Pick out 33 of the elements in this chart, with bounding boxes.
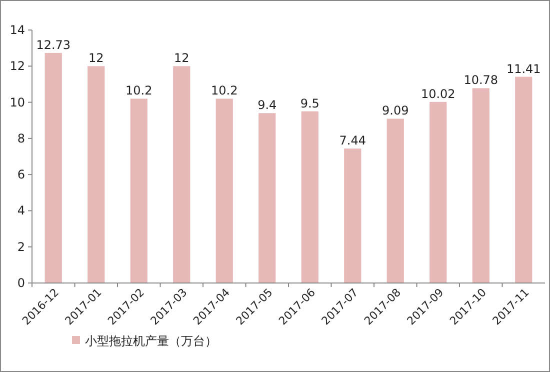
- bar: [88, 66, 105, 283]
- data-label: 11.41: [506, 62, 541, 76]
- bar: [430, 102, 447, 283]
- data-label: 10.2: [126, 84, 152, 98]
- bar: [472, 88, 490, 283]
- data-label: 9.09: [382, 104, 409, 118]
- data-label: 10.02: [420, 86, 456, 101]
- data-label: 10.2: [211, 84, 238, 98]
- data-label: 9.4: [258, 98, 277, 112]
- bar: [173, 66, 190, 283]
- y-tick-label: 14: [10, 23, 25, 37]
- data-label: 12: [88, 51, 104, 66]
- bar: [344, 148, 362, 283]
- data-label: 10.78: [464, 73, 498, 88]
- y-tick-label: 4: [17, 204, 25, 218]
- y-tick-label: 6: [17, 168, 25, 182]
- bar: [258, 113, 276, 283]
- data-label: 9.5: [300, 96, 320, 110]
- y-tick-label: 2: [17, 240, 25, 254]
- y-tick-label: 12: [10, 59, 25, 74]
- data-label: 12: [174, 51, 190, 66]
- bar: [515, 76, 532, 283]
- bar: [216, 98, 233, 283]
- y-tick-label: 10: [10, 95, 25, 110]
- y-tick-label: 8: [17, 131, 25, 146]
- legend-label: 小型拖拉机产量（万台）: [85, 334, 217, 348]
- bar: [130, 98, 148, 283]
- bar: [301, 111, 318, 283]
- bar: [386, 118, 404, 283]
- y-tick-label: 0: [17, 276, 25, 290]
- bar: [44, 52, 62, 283]
- data-label: 7.44: [339, 134, 366, 148]
- data-label: 12.73: [36, 38, 71, 52]
